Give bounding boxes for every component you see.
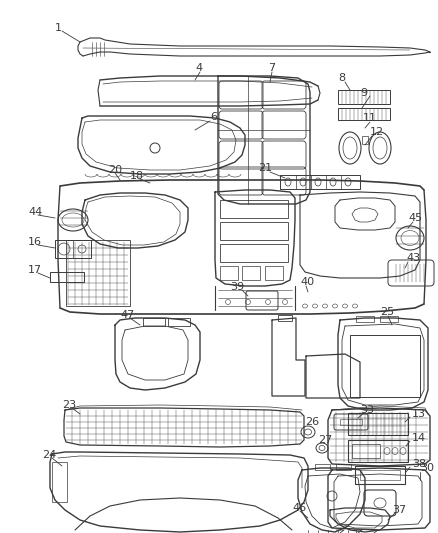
Bar — [355, 466, 405, 484]
Text: 17: 17 — [28, 265, 42, 275]
Text: 38: 38 — [412, 459, 426, 469]
Bar — [280, 175, 360, 189]
Bar — [348, 440, 408, 462]
Bar — [362, 136, 368, 144]
Text: 6: 6 — [210, 112, 217, 122]
Bar — [168, 318, 190, 326]
Bar — [265, 266, 283, 280]
Text: 40: 40 — [300, 277, 314, 287]
Bar — [143, 318, 165, 326]
Bar — [350, 335, 420, 397]
Text: 46: 46 — [292, 503, 306, 513]
Text: 23: 23 — [62, 400, 76, 410]
Text: 24: 24 — [42, 450, 56, 460]
Text: 44: 44 — [28, 207, 42, 217]
Text: 8: 8 — [338, 73, 345, 83]
Text: 1: 1 — [55, 23, 62, 33]
Bar — [360, 470, 400, 480]
Text: 7: 7 — [268, 63, 275, 73]
Text: 4: 4 — [195, 63, 202, 73]
Text: 11: 11 — [363, 113, 377, 123]
Text: 13: 13 — [412, 409, 426, 419]
Bar — [352, 444, 380, 458]
Bar — [380, 316, 398, 322]
Text: 25: 25 — [380, 307, 394, 317]
Text: 18: 18 — [130, 171, 144, 181]
Bar — [220, 244, 288, 262]
Bar — [242, 266, 260, 280]
Bar — [340, 419, 362, 425]
Bar — [55, 240, 91, 258]
Text: 20: 20 — [108, 165, 122, 175]
Bar — [220, 222, 288, 240]
Bar — [66, 240, 130, 306]
Text: 26: 26 — [305, 417, 319, 427]
Text: 45: 45 — [408, 213, 422, 223]
Bar — [50, 272, 84, 282]
Text: 27: 27 — [318, 435, 332, 445]
Bar — [356, 316, 374, 322]
Bar — [278, 315, 292, 321]
Text: 33: 33 — [360, 405, 374, 415]
Bar — [338, 90, 390, 104]
Bar — [338, 108, 390, 120]
Text: 14: 14 — [412, 433, 426, 443]
Bar — [348, 413, 408, 435]
Text: 30: 30 — [420, 463, 434, 473]
Text: 9: 9 — [360, 88, 367, 98]
Text: 47: 47 — [120, 310, 134, 320]
Bar — [220, 266, 238, 280]
Text: 43: 43 — [406, 253, 420, 263]
Text: 16: 16 — [28, 237, 42, 247]
Text: 37: 37 — [392, 505, 406, 515]
Text: 21: 21 — [258, 163, 272, 173]
Bar — [336, 464, 351, 470]
Bar — [315, 464, 330, 470]
Bar — [220, 200, 288, 218]
Bar — [52, 462, 67, 502]
Text: 12: 12 — [370, 127, 384, 137]
Text: 39: 39 — [230, 282, 244, 292]
